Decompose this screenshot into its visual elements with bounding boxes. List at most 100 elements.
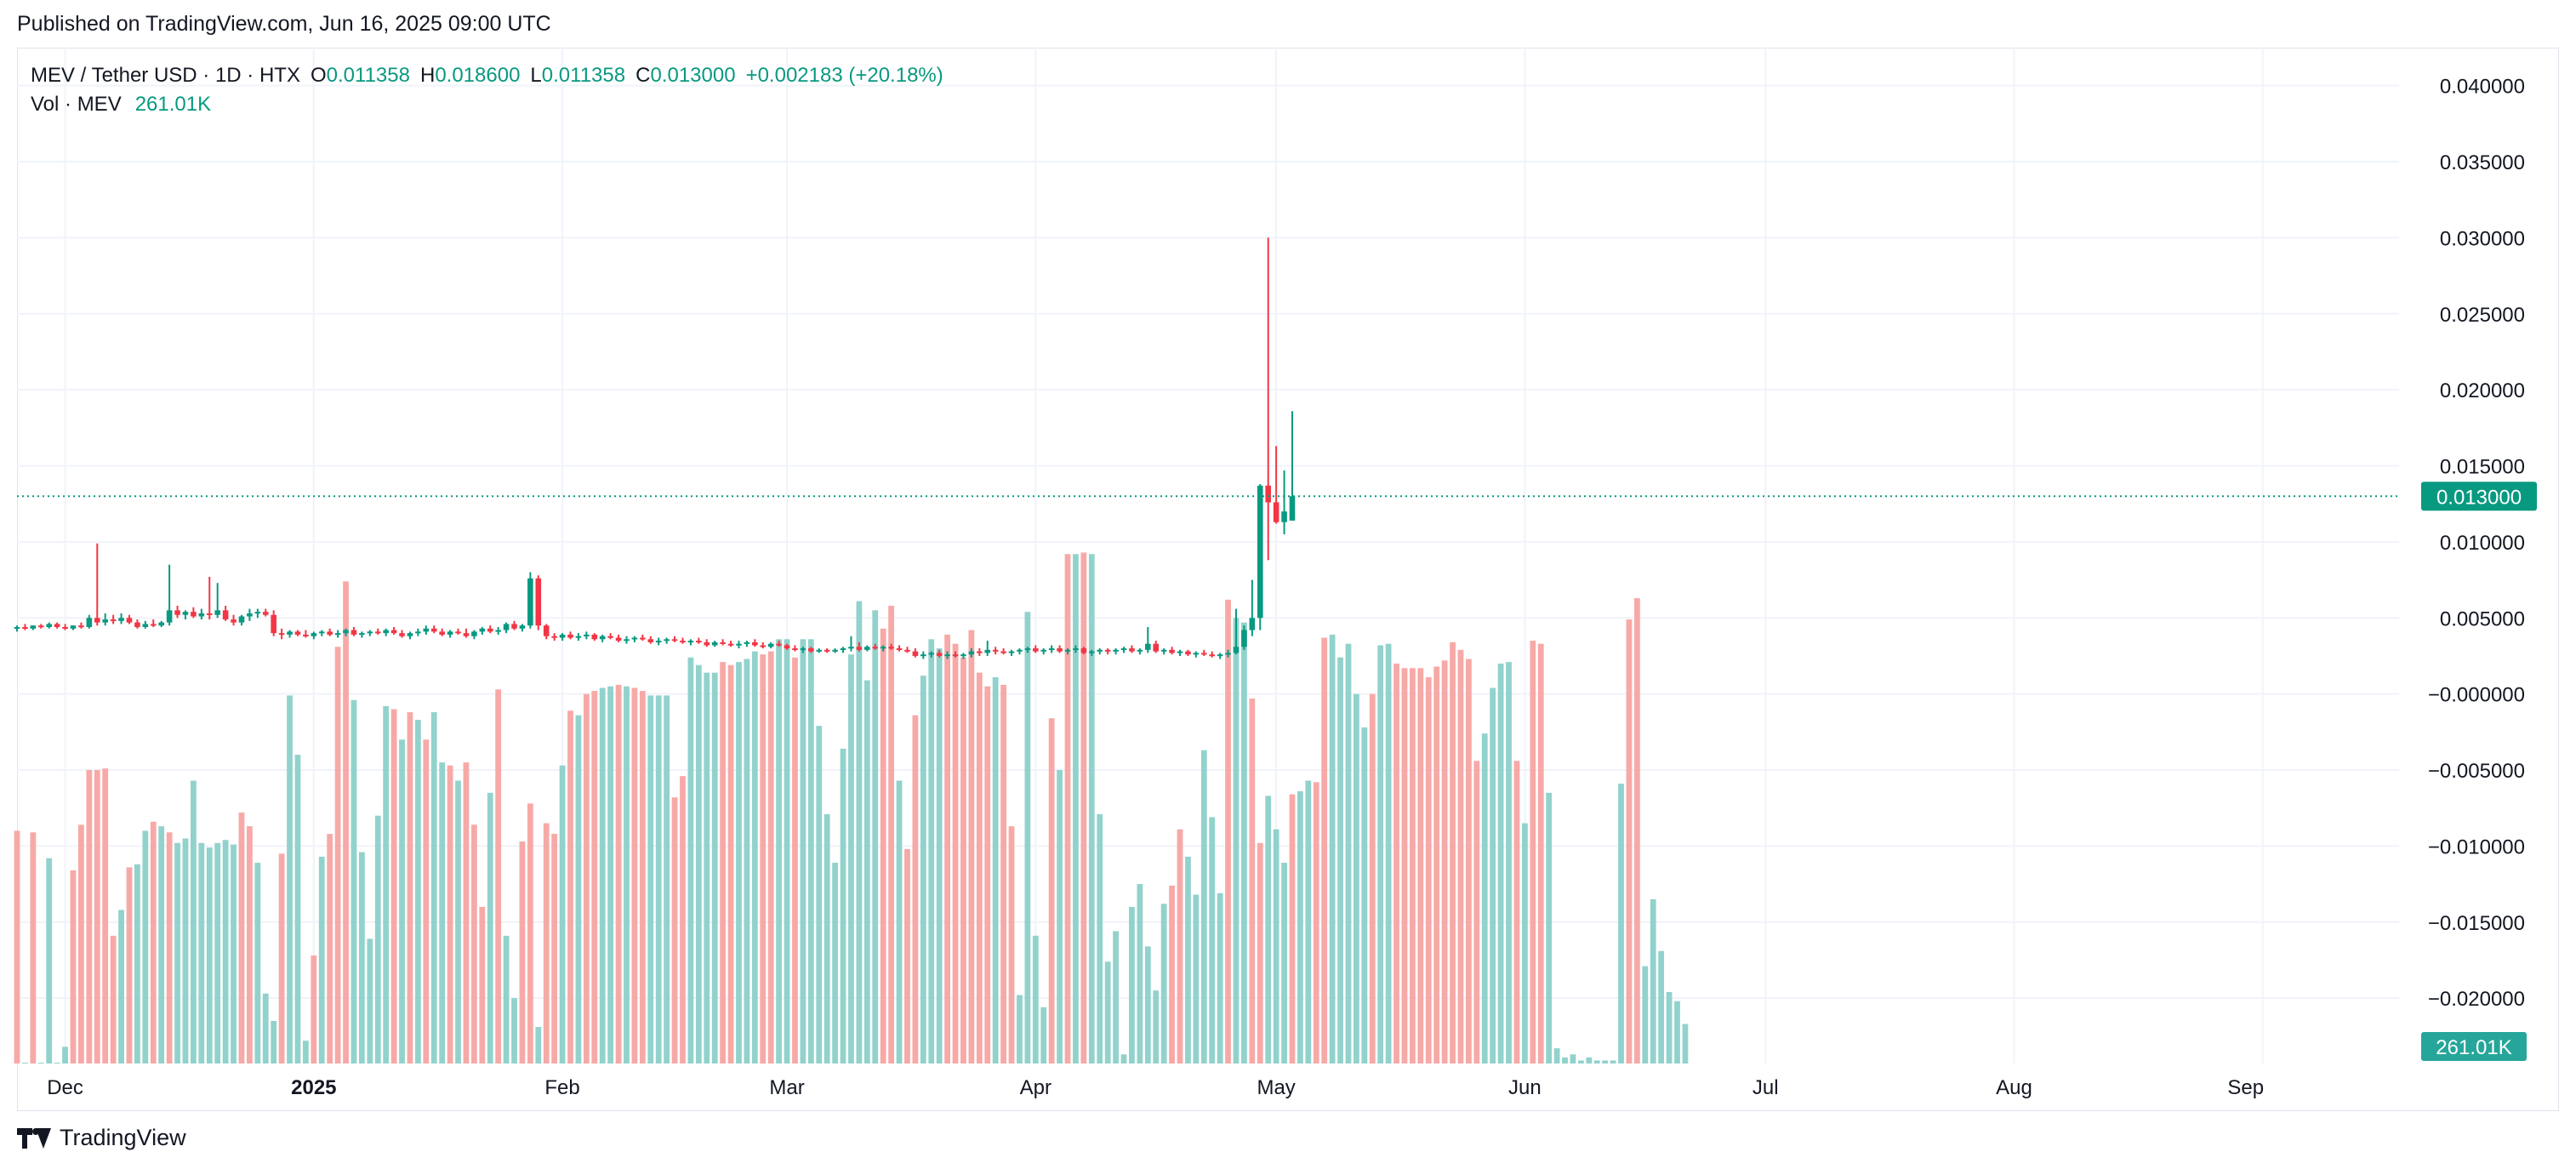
volume-bar (1562, 1057, 1568, 1064)
volume-bar (1570, 1054, 1576, 1064)
volume-bar (254, 863, 261, 1064)
volume-bar (863, 680, 870, 1064)
candle-body (1120, 648, 1127, 651)
candle-body (238, 616, 245, 623)
volume-bar (1305, 780, 1312, 1064)
candle-body (664, 639, 670, 642)
volume-bar (807, 639, 814, 1064)
volume-bar (423, 739, 430, 1064)
candle-body (1200, 653, 1207, 655)
volume-bar (303, 1041, 309, 1064)
candle-body (551, 636, 557, 638)
volume-bar (1177, 829, 1183, 1064)
volume-bar (1385, 643, 1392, 1064)
volume-bar (487, 792, 493, 1064)
volume-bar (367, 938, 373, 1064)
volume-bar (519, 841, 526, 1064)
candle-body (318, 631, 325, 634)
candle-body (327, 631, 333, 635)
candle-body (166, 610, 173, 623)
candle-body (591, 634, 598, 640)
volume-bar (479, 906, 486, 1064)
volume-bar (1433, 666, 1440, 1064)
candle-body (287, 631, 293, 635)
candle-body (390, 630, 397, 634)
volume-bar (1577, 1060, 1584, 1064)
candle-body (54, 624, 60, 628)
volume-bar (1097, 813, 1103, 1064)
last-volume-badge (2421, 1032, 2527, 1061)
volume-bar (503, 935, 510, 1064)
candle-body (1017, 649, 1023, 652)
candle-body (62, 627, 68, 630)
candle-body (78, 625, 84, 628)
candle-body (896, 648, 903, 651)
candle-body (704, 642, 710, 646)
time-tick-label: Sep (2227, 1076, 2264, 1099)
candle-body (655, 641, 662, 643)
candle-body (1089, 651, 1095, 653)
volume-bar (543, 823, 550, 1064)
volume-bar (687, 657, 694, 1064)
volume-bar (118, 910, 124, 1064)
candle-body (182, 612, 189, 615)
volume-bar (1473, 761, 1480, 1064)
candle-body (247, 613, 253, 617)
volume-bar (1345, 643, 1352, 1064)
volume-bar (343, 581, 349, 1064)
candle-body (744, 642, 750, 644)
volume-bar (1064, 554, 1071, 1064)
candle-body (126, 618, 133, 623)
volume-bar (126, 867, 133, 1064)
volume-bar (1602, 1060, 1609, 1064)
price-tick-label: −0.010000 (2428, 835, 2525, 858)
candle-body (206, 613, 213, 615)
tradingview-logo[interactable]: TradingView (17, 1125, 186, 1151)
volume-bar (463, 762, 470, 1064)
candle-body (142, 624, 149, 628)
volume-bar (848, 654, 854, 1064)
candle-body (784, 645, 790, 649)
price-tick-label: 0.020000 (2440, 379, 2525, 402)
candle-body (880, 647, 886, 649)
volume-bar (1466, 659, 1472, 1064)
volume-bar (751, 651, 758, 1064)
candle-body (94, 618, 100, 623)
volume-bar (776, 639, 783, 1064)
volume-bar (1040, 1006, 1047, 1064)
candle-body (415, 631, 421, 634)
candle-body (1193, 653, 1200, 655)
candle-body (1024, 648, 1031, 651)
volume-bar (470, 824, 477, 1064)
volume-bar (399, 739, 405, 1064)
candle-body (1097, 649, 1103, 652)
volume-bar (86, 770, 93, 1064)
candle-body (808, 648, 814, 652)
change-value: +0.002183 (+20.18%) (745, 64, 943, 87)
volume-bar (37, 1063, 44, 1064)
volume-bar (1610, 1060, 1616, 1064)
candle-body (1057, 648, 1063, 652)
candle-body (447, 631, 453, 635)
candle-body (1000, 651, 1006, 653)
volume-bar (968, 630, 975, 1064)
candle-body (22, 627, 28, 630)
low-value: 0.011358 (541, 64, 626, 87)
candle-body (430, 628, 437, 632)
volume-bar (1377, 645, 1384, 1064)
volume-bar (318, 856, 325, 1064)
candle-body (303, 634, 309, 636)
candle-body (1177, 651, 1183, 653)
volume-bar (1104, 961, 1111, 1064)
candle-body (46, 624, 53, 628)
volume-bar (840, 749, 846, 1064)
candle-body (374, 631, 381, 634)
candle-body (86, 618, 93, 628)
close-label: C (635, 64, 651, 87)
volume-bar (1633, 598, 1640, 1064)
volume-bar (1626, 619, 1633, 1064)
candle-body (800, 648, 806, 651)
volume-bar (1553, 1048, 1560, 1064)
candle-body (952, 654, 959, 657)
